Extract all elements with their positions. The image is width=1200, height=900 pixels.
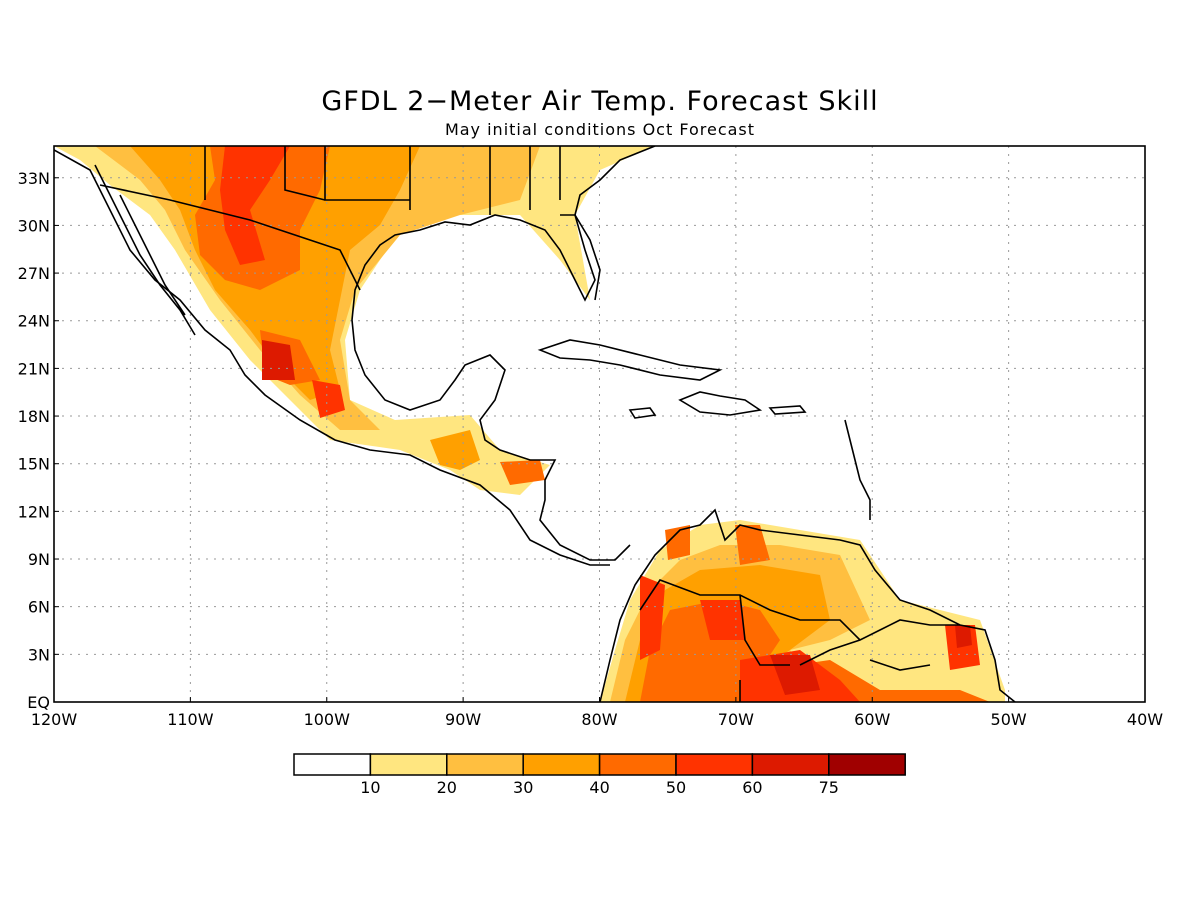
lesser-antilles: [844, 419, 871, 520]
colorbar: 10 20 30 40 50 60 75: [293, 753, 906, 797]
colorbar-swatch: [675, 753, 754, 776]
colorbar-swatch: [446, 753, 524, 776]
lon-tick-label: 50W: [991, 710, 1027, 729]
lat-tick-label: 21N: [18, 359, 50, 378]
pacific-coast: [54, 149, 610, 566]
lon-tick-label: 60W: [854, 710, 890, 729]
lat-tick-label: 3N: [28, 645, 50, 664]
gulf-coast: [351, 146, 656, 561]
colorbar-label: 40: [589, 778, 609, 797]
lon-tick-label: 80W: [581, 710, 617, 729]
us-borders: [99, 146, 561, 291]
region-venezuela-north: [665, 525, 770, 565]
colorbar-label: 50: [666, 778, 686, 797]
lon-tick-label: 120W: [31, 710, 78, 729]
coastlines: [54, 146, 1016, 702]
lon-tick-label: 100W: [304, 710, 351, 729]
colorbar-label: 60: [742, 778, 762, 797]
region-south-america-60: [640, 575, 980, 702]
region-honduras: [500, 460, 545, 485]
lat-tick-label: 24N: [18, 312, 50, 331]
colorbar-label: 30: [513, 778, 533, 797]
skill-field: [54, 146, 1005, 702]
lat-tick-label: 6N: [28, 598, 50, 617]
south-america-coast: [599, 508, 1016, 702]
colorbar-label: 20: [437, 778, 457, 797]
lat-tick-label: 15N: [18, 455, 50, 474]
lat-tick-label: EQ: [27, 693, 50, 712]
region-central-america: [430, 430, 480, 470]
region-north-america-60: [220, 146, 290, 265]
lon-tick-label: 40W: [1127, 710, 1163, 729]
lat-tick-label: 33N: [18, 169, 50, 188]
region-mexico-west-peak: [262, 340, 295, 380]
south-america-borders: [639, 579, 960, 702]
colorbar-swatch: [828, 753, 906, 776]
longitude-axis: 120W 110W 100W 90W 80W 70W 60W 50W 40W: [31, 697, 1163, 729]
lat-tick-label: 30N: [18, 216, 50, 235]
colorbar-swatch: [598, 753, 677, 776]
colorbar-label: 75: [819, 778, 839, 797]
lon-tick-label: 70W: [718, 710, 754, 729]
lon-tick-label: 110W: [167, 710, 214, 729]
colorbar-swatch: [522, 753, 601, 776]
region-mexico-south: [312, 380, 345, 418]
lon-tick-label: 90W: [445, 710, 481, 729]
puerto-rico: [768, 405, 807, 415]
colorbar-label: 10: [360, 778, 380, 797]
lat-tick-label: 27N: [18, 264, 50, 283]
lat-tick-label: 18N: [18, 407, 50, 426]
cuba: [537, 339, 723, 381]
colorbar-swatch: [751, 753, 830, 776]
chart-subtitle: May initial conditions Oct Forecast: [444, 120, 756, 139]
colorbar-swatch: [369, 753, 448, 776]
colorbar-swatch: [293, 753, 372, 776]
lat-tick-label: 12N: [18, 502, 50, 521]
hispaniola: [678, 391, 763, 416]
lat-tick-label: 9N: [28, 550, 50, 569]
chart-title: GFDL 2−Meter Air Temp. Forecast Skill: [321, 86, 879, 117]
baja-california: [94, 164, 196, 336]
florida: [560, 214, 601, 301]
latitude-axis: 33N 30N 27N 24N 21N 18N 15N 12N 9N 6N 3N EQ: [18, 169, 59, 712]
jamaica: [628, 407, 657, 419]
